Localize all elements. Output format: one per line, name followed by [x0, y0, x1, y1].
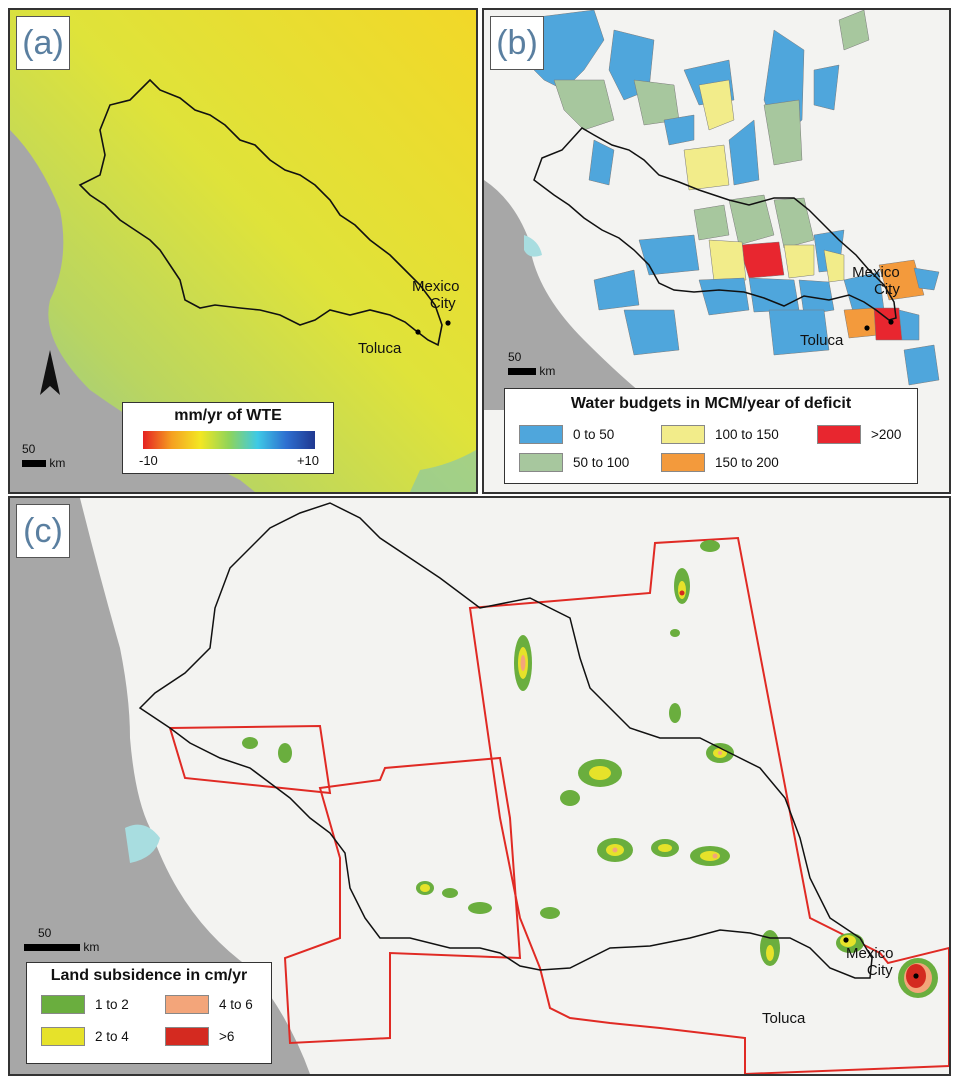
- mexico-city-marker: [445, 320, 451, 326]
- scale-bar-graphic: [24, 944, 80, 952]
- scale-value: 50: [22, 442, 36, 456]
- legend-label: 4 to 6: [219, 997, 253, 1012]
- panel-b-map: (b) Mexico City Toluca 50 km Water budge…: [482, 8, 951, 494]
- toluca-label: Toluca: [800, 332, 844, 349]
- legend-label: 100 to 150: [715, 427, 779, 442]
- legend-item: 50 to 100: [519, 453, 629, 472]
- ocean-area: [484, 180, 664, 410]
- toluca-label: Toluca: [762, 1010, 806, 1027]
- mexico-label-line2: City: [866, 962, 893, 979]
- legend-label: 0 to 50: [573, 427, 615, 442]
- mexico-label-line1: Mexico: [846, 945, 894, 962]
- legend-title: Water budgets in MCM/year of deficit: [570, 395, 852, 412]
- scale-unit: km: [83, 940, 100, 954]
- legend-swatch: [817, 425, 861, 444]
- basin-outline: [533, 127, 897, 321]
- legend-item: 4 to 6: [165, 995, 253, 1014]
- mexico-city-marker: [913, 973, 919, 979]
- legend-label: 50 to 100: [573, 455, 630, 470]
- legend-item: >6: [165, 1027, 234, 1046]
- legend-swatch: [519, 425, 563, 444]
- scale-value: 50: [508, 350, 522, 364]
- legend-swatch: [41, 1027, 85, 1046]
- panel-a-map: (a) Mexico City Toluca 50 km mm/yr of WT…: [8, 8, 478, 494]
- aquifer-polygons: [513, 10, 940, 386]
- subsidence-map-canvas: [10, 498, 949, 1074]
- legend-item: 2 to 4: [41, 1027, 129, 1046]
- mexico-label-line1: Mexico: [412, 278, 460, 295]
- mexico-city-label: Mexico City: [846, 945, 894, 979]
- legend-label: 2 to 4: [95, 1029, 129, 1044]
- legend-label: >200: [871, 427, 902, 442]
- ocean-area: [10, 498, 310, 1074]
- subsidence-legend: Land subsidence in cm/yr 1 to 2 2 to 4 4…: [26, 962, 272, 1064]
- legend-swatch: [519, 453, 563, 472]
- legend-max: +10: [296, 453, 319, 468]
- water-budget-legend: Water budgets in MCM/year of deficit 0 t…: [504, 388, 918, 484]
- toluca-label: Toluca: [358, 340, 402, 357]
- mexico-label-line2: City: [429, 295, 456, 312]
- mexico-city-label: Mexico City: [852, 264, 900, 298]
- basin-outline: [138, 502, 873, 979]
- legend-swatch: [165, 995, 209, 1014]
- mexico-label-line2: City: [874, 281, 900, 298]
- insar-frames: [168, 536, 949, 1074]
- legend-label: 1 to 2: [95, 997, 129, 1012]
- legend-item: 0 to 50: [519, 425, 614, 444]
- legend-title: mm/yr of WTE: [174, 407, 282, 424]
- mexico-label-line1: Mexico: [852, 264, 900, 281]
- legend-swatch: [661, 425, 705, 444]
- legend-swatch: [165, 1027, 209, 1046]
- wte-legend: mm/yr of WTE -10 +10: [122, 402, 334, 474]
- scale-unit: km: [539, 364, 556, 378]
- legend-min: -10: [139, 453, 158, 468]
- scale-bar-graphic: [508, 368, 536, 376]
- legend-item: 1 to 2: [41, 995, 129, 1014]
- panel-b-label: (b): [490, 16, 544, 70]
- panel-c-map: (c) Mexico City Toluca 50 km Land subsid…: [8, 496, 951, 1076]
- toluca-marker: [415, 329, 421, 335]
- legend-title: Land subsidence in cm/yr: [50, 967, 248, 984]
- mexico-city-marker: [888, 319, 894, 325]
- legend-swatch: [661, 453, 705, 472]
- legend-swatch: [41, 995, 85, 1014]
- legend-color-ramp: [143, 431, 315, 449]
- scale-unit: km: [49, 456, 66, 470]
- basin-outline: [78, 78, 443, 347]
- ocean-area: [10, 130, 255, 492]
- north-arrow-icon: [40, 350, 60, 395]
- scale-value: 50: [38, 926, 52, 940]
- scale-bar: 50 km: [22, 442, 65, 470]
- legend-item: 100 to 150: [661, 425, 779, 444]
- legend-item: >200: [817, 425, 901, 444]
- scale-bar: 50 km: [24, 926, 99, 954]
- legend-item: 150 to 200: [661, 453, 779, 472]
- panel-a-label: (a): [16, 16, 70, 70]
- scale-bar-graphic: [22, 460, 46, 468]
- toluca-marker: [843, 937, 849, 943]
- legend-label: 150 to 200: [715, 455, 779, 470]
- mexico-city-label: Mexico City: [412, 278, 460, 312]
- panel-c-label: (c): [16, 504, 70, 558]
- toluca-marker: [864, 325, 870, 331]
- legend-label: >6: [219, 1029, 235, 1044]
- scale-bar: 50 km: [508, 350, 555, 378]
